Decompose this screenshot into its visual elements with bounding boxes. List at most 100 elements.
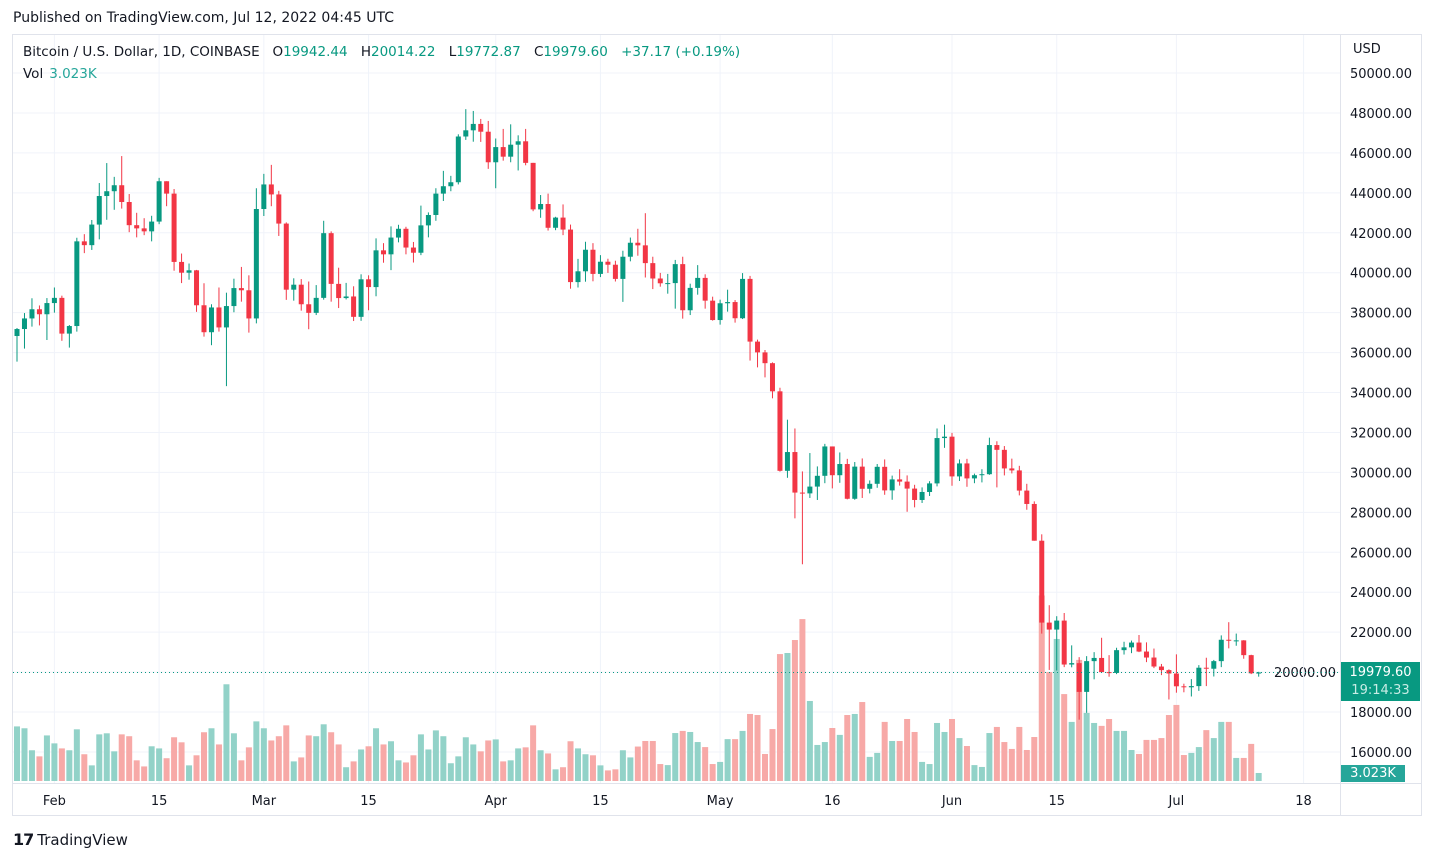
- volume-bar: [702, 747, 709, 781]
- volume-bar: [769, 729, 776, 781]
- volume-bar: [575, 748, 581, 781]
- candle-body: [829, 446, 835, 476]
- volume-bar: [388, 741, 394, 781]
- candle-body: [149, 221, 155, 232]
- candle-body: [1121, 647, 1127, 651]
- candle-body: [979, 474, 985, 476]
- candle-body: [500, 147, 506, 157]
- candle-body: [1158, 666, 1164, 671]
- volume-bar: [1143, 739, 1150, 781]
- candle-body: [321, 233, 327, 298]
- candle-body: [665, 283, 671, 285]
- y-tick-label: 16000.00: [1350, 746, 1412, 761]
- open-label: O: [272, 44, 284, 60]
- candle-body: [134, 225, 140, 229]
- volume-bar: [455, 756, 462, 781]
- candle-body: [1211, 661, 1217, 669]
- volume-bar: [874, 752, 881, 781]
- volume-bar: [1203, 730, 1210, 781]
- volume-bar: [298, 757, 305, 781]
- volume-bar: [791, 640, 798, 781]
- volume-bar: [268, 740, 275, 781]
- volume-bar: [1016, 726, 1023, 781]
- volume-bar: [230, 733, 237, 781]
- x-tick-label: 18: [1295, 794, 1312, 809]
- candle-body: [208, 307, 214, 333]
- volume-bar: [1165, 715, 1172, 781]
- candle-body: [418, 225, 424, 253]
- ohlc-legend: Bitcoin / U.S. Dollar, 1D, COINBASE O199…: [23, 44, 749, 60]
- tradingview-logo[interactable]: 17 TradingView: [13, 830, 128, 849]
- candle-body: [313, 297, 319, 313]
- y-tick-label: 36000.00: [1350, 347, 1412, 362]
- volume-bar: [290, 761, 297, 781]
- volume-bar: [814, 744, 821, 781]
- candle-body: [1091, 657, 1097, 662]
- candle-body: [575, 271, 581, 283]
- volume-bar: [821, 742, 828, 781]
- close-label: C: [533, 44, 544, 60]
- volume-bar: [604, 770, 611, 781]
- candle-body: [96, 196, 102, 225]
- candle-body: [717, 303, 723, 321]
- price-axis-unit[interactable]: USD: [1353, 42, 1381, 57]
- candle-body: [822, 446, 828, 476]
- candle-body: [268, 184, 274, 195]
- volume-bar: [96, 734, 103, 781]
- candle-body: [366, 279, 372, 288]
- volume-bar: [148, 746, 155, 781]
- volume-bar: [275, 736, 282, 781]
- volume-bar: [320, 724, 327, 781]
- candle-body: [762, 352, 768, 364]
- high-value: 20014.22: [371, 44, 436, 60]
- candle-body: [852, 466, 858, 499]
- candle-body: [89, 224, 95, 246]
- candle-body: [463, 130, 469, 137]
- x-tick-label: 15: [360, 794, 377, 809]
- candle-body: [1188, 686, 1194, 688]
- candle-body: [298, 284, 304, 305]
- candle-body: [904, 481, 910, 489]
- candle-body: [171, 193, 177, 262]
- volume-bar: [223, 684, 230, 781]
- volume-bar: [986, 733, 993, 781]
- volume-bar: [649, 740, 656, 781]
- candle-body: [994, 445, 1000, 450]
- candle-body: [1181, 686, 1187, 688]
- volume-bar: [829, 728, 836, 781]
- last-price-value: 19979.60: [1349, 665, 1412, 680]
- volume-bar: [717, 761, 724, 781]
- candle-body: [568, 229, 574, 283]
- last-price-tag: 19979.60 19:14:33: [1341, 662, 1420, 701]
- volume-bar: [81, 754, 88, 781]
- candle-body: [1136, 642, 1142, 652]
- volume-bar: [470, 744, 477, 781]
- volume-bar: [1053, 638, 1060, 781]
- volume-bar: [1180, 755, 1187, 781]
- candle-body: [395, 228, 401, 238]
- candle-body: [807, 486, 813, 494]
- volume-bar: [545, 753, 552, 781]
- volume-bar: [343, 767, 350, 781]
- candle-body: [605, 261, 611, 265]
- volume-bar: [208, 728, 215, 781]
- volume-bar: [111, 751, 118, 781]
- y-tick-label: 30000.00: [1350, 466, 1412, 481]
- candle-body: [912, 488, 918, 500]
- candle-body: [927, 483, 933, 492]
- volume-bar: [1031, 737, 1038, 781]
- volume-bar: [1248, 743, 1255, 781]
- candle-body: [328, 233, 334, 284]
- volume-bar: [500, 761, 507, 781]
- x-tick-label: May: [707, 794, 734, 809]
- volume-bar: [66, 750, 73, 781]
- volume-bar: [589, 755, 596, 781]
- volume-bar: [1158, 738, 1165, 781]
- candle-body: [612, 264, 618, 279]
- candle-body: [964, 463, 970, 479]
- volume-bar: [552, 769, 559, 781]
- volume-bar: [941, 731, 948, 781]
- candle-body: [582, 249, 588, 272]
- volume-bar: [1113, 730, 1120, 781]
